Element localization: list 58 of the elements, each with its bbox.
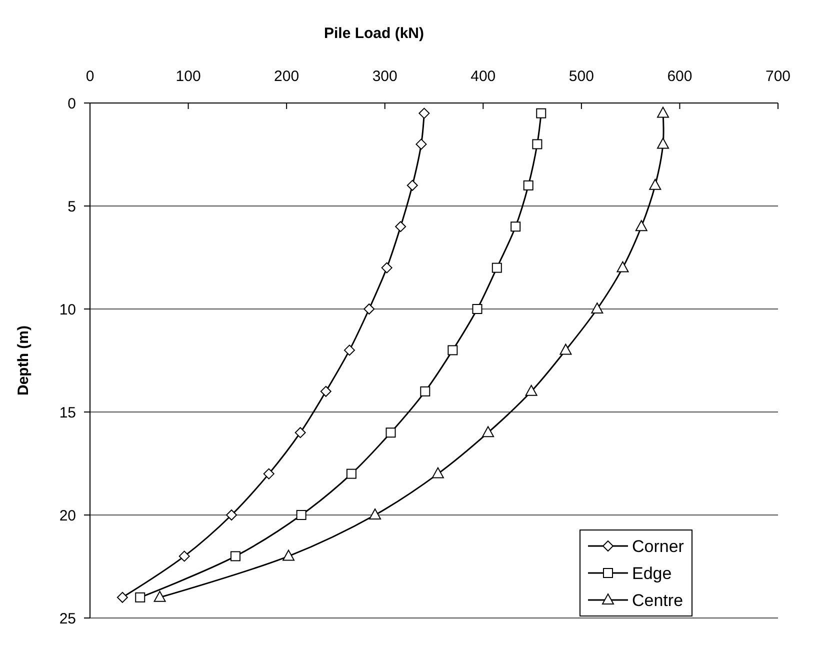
point <box>448 345 458 356</box>
point <box>591 302 604 314</box>
point <box>364 304 375 314</box>
point <box>386 428 396 438</box>
legend-label: Edge <box>632 564 672 583</box>
x-tick-label: 700 <box>765 68 791 85</box>
point <box>510 222 521 232</box>
point <box>649 178 662 190</box>
point <box>263 468 274 480</box>
y-tick-label: 25 <box>59 610 76 628</box>
point <box>135 592 146 602</box>
point <box>346 468 356 479</box>
point <box>492 262 502 273</box>
point <box>432 467 444 478</box>
point <box>344 344 355 356</box>
point <box>472 304 482 314</box>
y-tick-label: 10 <box>59 301 76 318</box>
point <box>294 427 306 438</box>
legend-label: Corner <box>632 536 684 556</box>
point <box>616 261 629 272</box>
point <box>657 106 670 118</box>
point <box>154 590 166 602</box>
x-tick-label: 500 <box>568 68 594 85</box>
point <box>532 139 542 150</box>
legend-label: Centre <box>632 590 684 610</box>
point <box>418 108 430 119</box>
y-tick-label: 15 <box>59 404 76 422</box>
point <box>230 551 240 562</box>
point <box>523 180 534 190</box>
point <box>369 508 382 520</box>
x-tick-label: 0 <box>86 68 94 85</box>
point <box>420 386 430 396</box>
y-tick-label: 20 <box>59 507 76 524</box>
point <box>482 426 494 438</box>
point <box>536 108 546 118</box>
point <box>116 592 128 603</box>
point <box>282 550 295 561</box>
point <box>657 138 670 149</box>
point <box>226 510 238 520</box>
point <box>296 510 306 520</box>
point <box>635 220 648 232</box>
x-axis-title: Pile Load (kN) <box>324 25 424 42</box>
point <box>406 180 418 191</box>
x-tick-label: 400 <box>470 68 496 85</box>
point <box>178 550 190 562</box>
y-tick-label: 0 <box>68 95 76 112</box>
point <box>381 262 392 274</box>
y-axis-title: Depth (m) <box>15 326 32 396</box>
x-tick-label: 600 <box>667 68 692 85</box>
point <box>416 138 427 150</box>
point <box>525 384 538 396</box>
point <box>560 344 572 355</box>
y-tick-label: 5 <box>68 198 76 216</box>
x-tick-label: 200 <box>274 68 300 85</box>
point <box>320 386 332 397</box>
x-tick-label: 300 <box>372 68 398 85</box>
x-tick-label: 100 <box>176 68 201 85</box>
point <box>395 221 406 232</box>
